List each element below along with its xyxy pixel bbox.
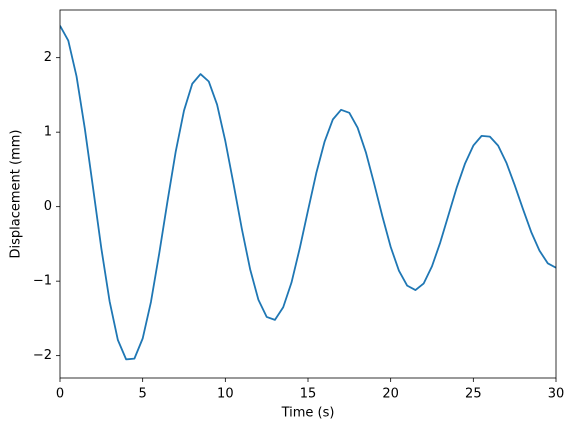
y-tick-label: −1 xyxy=(33,274,52,289)
plot-frame xyxy=(59,9,557,379)
y-axis-label: Displacement (mm) xyxy=(9,130,24,259)
x-axis-label: Time (s) xyxy=(281,406,335,421)
y-tick-label: 1 xyxy=(44,125,52,140)
y-tick-label: 0 xyxy=(44,199,52,214)
data-line xyxy=(60,25,556,361)
x-tick-label: 20 xyxy=(382,387,399,402)
y-tick-label: 2 xyxy=(44,50,52,65)
x-tick-label: 5 xyxy=(139,387,147,402)
x-tick-label: 10 xyxy=(217,387,234,402)
x-tick-label: 30 xyxy=(548,387,565,402)
x-tick-label: 15 xyxy=(300,387,317,402)
x-tick-label: 25 xyxy=(465,387,482,402)
y-tick-label: −2 xyxy=(33,348,52,363)
x-tick-label: 0 xyxy=(56,387,64,402)
